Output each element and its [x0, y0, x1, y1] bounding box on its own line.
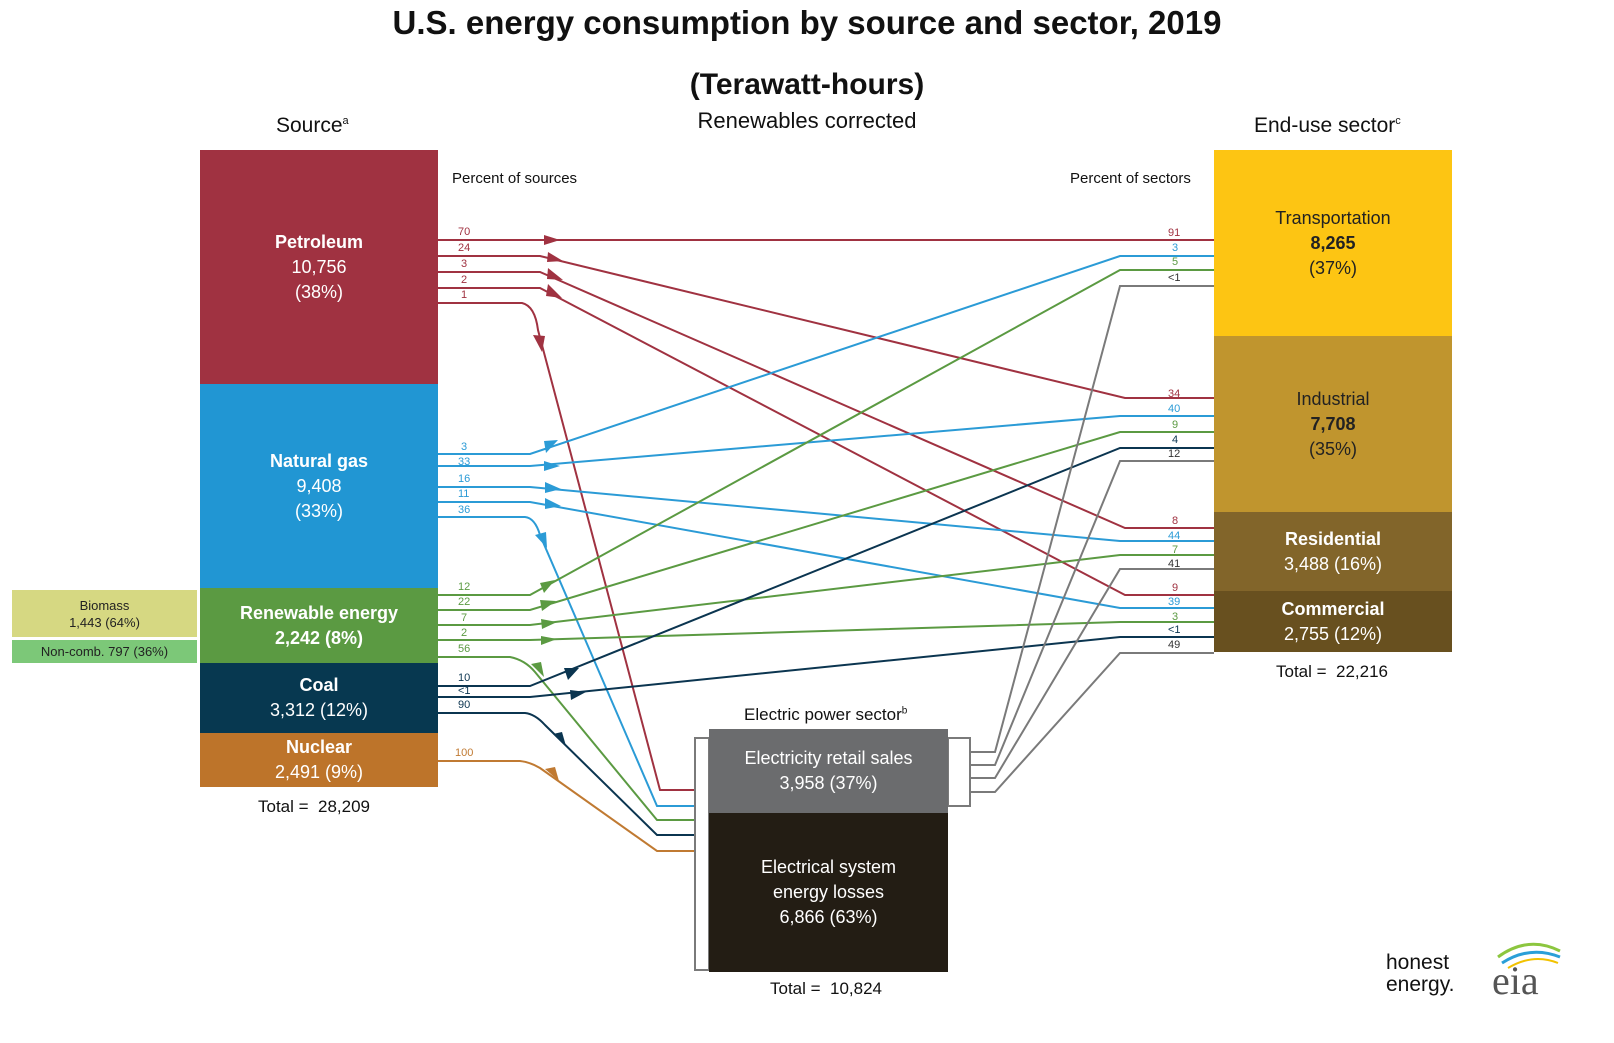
flow-label: 16: [458, 473, 471, 485]
flow-label: <1: [458, 685, 471, 697]
electric-total: Total = 10,824: [770, 979, 883, 998]
retail-sales-value: 3,958 (37%): [779, 773, 878, 793]
flow-label: 3: [1172, 242, 1179, 254]
flow-label: 2: [461, 274, 468, 286]
flow-label: 36: [458, 504, 471, 516]
coal-block: Coal 3,312 (12%): [200, 663, 438, 733]
percent-of-sources-label: Percent of sources: [452, 170, 578, 187]
flow-label: 11: [458, 488, 470, 500]
noncomb-block: Non-comb. 797 (36%): [12, 640, 197, 663]
commercial-value: 2,755 (12%): [1283, 623, 1383, 644]
natural-gas-block: Natural gas 9,408 (33%): [200, 384, 438, 588]
flow-label: 41: [1168, 558, 1181, 570]
chart-note: Renewables corrected: [697, 108, 917, 133]
flow-label: 10: [458, 672, 471, 684]
flow-label: 33: [458, 456, 471, 468]
biomass-block: Biomass 1,443 (64%): [12, 590, 197, 637]
flow-label: 8: [1172, 515, 1179, 527]
flow-label: <1: [1168, 624, 1181, 636]
flow-label: 24: [458, 242, 471, 254]
eia-wordmark: eia: [1492, 958, 1539, 1003]
flow-label: 90: [458, 699, 471, 711]
nuclear-block: Nuclear 2,491 (9%): [200, 733, 438, 787]
flow-label: 91: [1168, 227, 1181, 239]
flow-label: 9: [1172, 582, 1179, 594]
commercial-block: Commercial 2,755 (12%): [1214, 591, 1452, 652]
natural-gas-name: Natural gas: [269, 450, 369, 471]
renewable-name: Renewable energy: [239, 602, 399, 623]
percent-of-sectors-label: Percent of sectors: [1070, 170, 1191, 187]
petroleum-pct: (38%): [294, 281, 343, 302]
source-total: Total = 28,209: [258, 797, 371, 816]
flow-label: 9: [1172, 419, 1179, 431]
flow-label: 5: [1172, 256, 1179, 268]
sector-header: End-use sectorc: [1254, 114, 1401, 137]
flow-label: 3: [1172, 611, 1179, 623]
flow-label: 70: [458, 226, 471, 238]
petroleum-block: Petroleum 10,756 (38%): [200, 150, 438, 384]
petroleum-value: 10,756: [291, 256, 347, 277]
flow-label: 34: [1168, 388, 1181, 400]
flow-label: <1: [1168, 272, 1181, 284]
retail-sales-name: Electricity retail sales: [744, 748, 913, 768]
source-header: Sourcea: [276, 114, 349, 137]
flow-label: 22: [458, 596, 471, 608]
natural-gas-value: 9,408: [296, 475, 342, 496]
industrial-pct: (35%): [1308, 438, 1357, 459]
flow-label: 4: [1172, 434, 1179, 446]
chart-title: U.S. energy consumption by source and se…: [392, 4, 1222, 41]
residential-block: Residential 3,488 (16%): [1214, 512, 1452, 591]
flow-label: 7: [461, 612, 468, 624]
industrial-block: Industrial 7,708 (35%): [1214, 336, 1452, 512]
noncomb-label: Non-comb. 797 (36%): [40, 644, 169, 659]
energy-losses-name-1: Electrical system: [760, 857, 897, 877]
flow-label: 56: [458, 643, 471, 655]
flow-label: 12: [458, 581, 471, 593]
electric-power-header: Electric power sectorb: [744, 705, 908, 724]
flow-label: 40: [1168, 403, 1181, 415]
flow-label: 44: [1168, 530, 1181, 542]
eia-swoosh-icon: [1497, 942, 1561, 969]
nuclear-name: Nuclear: [285, 737, 353, 757]
honest-energy-logo: honest energy.: [1386, 951, 1455, 996]
biomass-label: Biomass: [79, 597, 130, 613]
flow-label: 3: [461, 441, 468, 453]
flow-label: 7: [1172, 544, 1179, 556]
coal-value: 3,312 (12%): [269, 700, 369, 720]
eia-logo: eia: [1488, 935, 1568, 1010]
transportation-name: Transportation: [1275, 207, 1391, 228]
flow-label: 100: [455, 747, 474, 759]
renewable-value: 2,242 (8%): [274, 627, 364, 648]
transportation-value: 8,265: [1310, 232, 1356, 253]
nuclear-value: 2,491 (9%): [274, 762, 364, 782]
flow-label: 39: [1168, 596, 1181, 608]
commercial-name: Commercial: [1281, 598, 1385, 619]
coal-name: Coal: [299, 675, 339, 695]
transportation-pct: (37%): [1308, 257, 1357, 278]
industrial-value: 7,708: [1310, 413, 1356, 434]
flow-label: 49: [1168, 639, 1181, 651]
industrial-name: Industrial: [1296, 388, 1370, 409]
sector-total: Total = 22,216: [1276, 662, 1389, 681]
biomass-value: 1,443 (64%): [69, 614, 140, 630]
transportation-block: Transportation 8,265 (37%): [1214, 150, 1452, 336]
petroleum-name: Petroleum: [274, 231, 364, 252]
energy-losses-name-2: energy losses: [772, 882, 885, 902]
energy-losses-value: 6,866 (63%): [779, 907, 878, 927]
residential-value: 3,488 (16%): [1283, 553, 1383, 574]
residential-name: Residential: [1284, 528, 1382, 549]
flow-label: 3: [461, 258, 468, 270]
flow-label: 12: [1168, 448, 1181, 460]
energy-losses-block: Electrical system energy losses 6,866 (6…: [709, 813, 948, 972]
retail-sales-block: Electricity retail sales 3,958 (37%): [709, 729, 948, 813]
flow-label: 1: [461, 289, 468, 301]
renewable-block: Renewable energy 2,242 (8%): [200, 588, 438, 663]
flow-label: 2: [461, 627, 468, 639]
chart-subtitle: (Terawatt-hours): [689, 68, 925, 101]
natural-gas-pct: (33%): [294, 500, 343, 521]
